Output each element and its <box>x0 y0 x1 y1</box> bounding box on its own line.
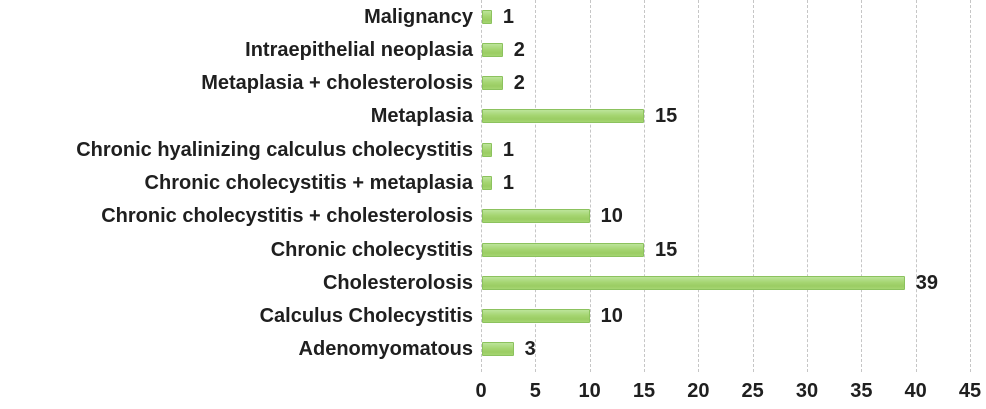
bar <box>482 209 590 224</box>
bar <box>482 142 492 157</box>
x-tick-label: 35 <box>850 380 873 402</box>
gridline-x-5 <box>535 0 537 372</box>
bar <box>482 309 590 324</box>
gridline-x-40 <box>915 0 917 372</box>
x-tick-label: 0 <box>475 380 487 402</box>
gridline-x-15 <box>644 0 645 372</box>
category-label: Cholesterolosis <box>322 271 473 294</box>
bar-value-label: 10 <box>600 305 623 328</box>
category-label: Malignancy <box>364 5 473 28</box>
x-tick-label: 20 <box>687 380 710 402</box>
x-tick-label: 25 <box>741 380 764 402</box>
bar-value-label: 15 <box>655 105 678 128</box>
category-axis: Malignancy Intraepithelial neoplasia Metap… <box>0 0 473 366</box>
bar-value-label: 2 <box>513 72 525 95</box>
x-tick-label: 15 <box>632 380 656 402</box>
bar <box>482 176 492 190</box>
bar <box>482 342 514 357</box>
category-label: Intraepithelial neoplasia <box>245 38 473 61</box>
gridline-x-25 <box>752 0 754 372</box>
category-label: Chronic hyalinizing calculus cholecystit… <box>76 138 473 161</box>
bar <box>482 275 905 290</box>
gridline-x-10 <box>589 0 591 372</box>
category-label: Metaplasia + cholesterolosis <box>201 72 473 95</box>
x-tick-label: 45 <box>958 380 982 402</box>
x-tick-label: 5 <box>529 380 541 402</box>
gridline-x-45 <box>970 0 971 372</box>
category-label: Calculus Cholecystitis <box>259 305 473 328</box>
plot-area: 1 2 2 15 1 1 10 15 39 10 3 <box>481 0 971 372</box>
bar-value-label: 10 <box>600 205 623 228</box>
category-label: Chronic cholecystitis + metaplasia <box>144 172 473 194</box>
bar-value-label: 39 <box>915 271 939 294</box>
x-tick-label: 40 <box>904 380 927 402</box>
category-label: Metaplasia <box>370 105 473 128</box>
bar <box>482 109 644 124</box>
gridline-x-0 <box>481 0 482 372</box>
bar-value-label: 1 <box>502 138 514 161</box>
bar-value-label: 3 <box>524 338 536 361</box>
x-axis: 0 5 10 15 20 25 30 35 40 45 <box>475 380 981 408</box>
x-tick-label: 30 <box>795 380 819 402</box>
bar-value-label: 1 <box>502 5 514 28</box>
bar-value-label: 2 <box>513 38 525 61</box>
x-tick-label: 10 <box>578 380 601 402</box>
category-label: Adenomyomatous <box>298 338 473 361</box>
category-label: Chronic cholecystitis + cholesterolosis <box>101 205 473 228</box>
bar-value-label: 15 <box>655 238 678 261</box>
bar-value-label: 1 <box>502 172 514 194</box>
gridline-x-35 <box>861 0 863 372</box>
gridline-x-30 <box>807 0 808 372</box>
bar <box>482 42 503 57</box>
gridline-x-20 <box>698 0 700 372</box>
bar <box>482 76 503 91</box>
bar <box>482 9 492 24</box>
bar <box>482 242 644 257</box>
category-label: Chronic cholecystitis <box>270 238 473 261</box>
